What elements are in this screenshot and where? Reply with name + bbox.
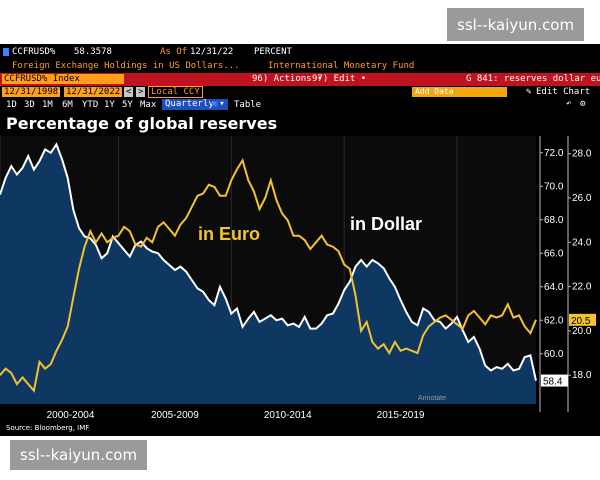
range-controls-row: 12/31/1998 - 12/31/2022 < > Local CCY Ad… <box>0 86 600 99</box>
right-axis-tick-label: 26.0 <box>572 193 592 204</box>
right-axis-tick-label: 18.0 <box>572 370 592 381</box>
as-of-date: 12/31/22 <box>190 47 234 57</box>
as-of-label: As Of <box>160 47 188 57</box>
dollar-line <box>0 142 537 381</box>
annotate-hint: Annotate <box>418 395 446 402</box>
period-1m[interactable]: 1M <box>42 100 53 110</box>
chart-type-icon[interactable]: ▣ <box>212 99 218 109</box>
frequency-select[interactable]: Quarterly ▾ <box>162 99 228 110</box>
chevron-left-icon[interactable]: < <box>124 87 134 97</box>
x-tick-label: 2000-2004 <box>47 410 95 421</box>
frequency-label: Quarterly <box>165 99 214 109</box>
actions-menu[interactable]: 96) Actions • <box>252 74 323 84</box>
period-5y[interactable]: 5Y <box>122 100 133 110</box>
period-1y[interactable]: 1Y <box>104 100 115 110</box>
unit-label: PERCENT <box>254 47 292 57</box>
dollar-last-value: 58.4 <box>543 377 563 388</box>
add-data-input[interactable]: Add Data <box>412 87 507 97</box>
left-axis-tick-label: 68.0 <box>544 215 564 226</box>
settings-icon[interactable]: ⚙ <box>580 99 586 109</box>
x-tick-label: 2015-2019 <box>377 410 425 421</box>
watermark-top: ssl--kaiyun.com <box>447 8 585 41</box>
chart-source: Source: Bloomberg, IMF <box>6 424 90 432</box>
dollar-area <box>0 144 536 404</box>
header-row: CCFRUSD% 58.3578 As Of 12/31/22 PERCENT <box>0 44 600 60</box>
x-tick-label: 2010-2014 <box>264 410 312 421</box>
chart: 72.0 70.0 68.0 66.0 64.0 62.0 60.0 28.0 26.0 24.0… <box>0 136 596 421</box>
undo-icon[interactable]: ↶ <box>566 99 572 109</box>
watermark-bottom: ssl--kaiyun.com <box>10 440 148 470</box>
currency-select[interactable]: Local CCY <box>148 86 203 98</box>
right-axis-tick-label: 22.0 <box>572 282 592 293</box>
period-max[interactable]: Max <box>140 100 157 110</box>
ticker-color-swatch <box>3 48 9 56</box>
bloomberg-terminal-window: CCFRUSD% 58.3578 As Of 12/31/22 PERCENT … <box>0 44 600 436</box>
security-bar: CCFRUSD% Index 96) Actions • 97) Edit • … <box>0 73 600 86</box>
left-axis-tick-label: 70.0 <box>544 181 564 192</box>
period-row: 1D 3D 1M 6M YTD 1Y 5Y Max Quarterly ▾ ▣ … <box>0 99 600 111</box>
left-axis-tick-label: 66.0 <box>544 248 564 259</box>
right-axis-tick-label: 20.0 <box>572 326 592 337</box>
left-axis-tick-label: 60.0 <box>544 349 564 360</box>
right-axis-tick-label: 24.0 <box>572 237 592 248</box>
chevron-right-icon[interactable]: > <box>136 87 146 97</box>
end-date-input[interactable]: 12/31/2022 <box>64 87 123 97</box>
ticker-value: 58.3578 <box>74 47 112 57</box>
pencil-icon[interactable]: ✎ <box>526 87 532 97</box>
period-3d[interactable]: 3D <box>24 100 35 110</box>
chart-title: Percentage of global reserves <box>6 114 278 133</box>
euro-last-value: 20.5 <box>571 316 591 327</box>
dollar-last-value-badge <box>541 374 568 387</box>
period-ytd[interactable]: YTD <box>82 100 99 110</box>
edit-chart-button[interactable]: Edit Chart <box>536 87 591 97</box>
left-axis-tick-label: 72.0 <box>544 148 564 159</box>
euro-last-value-badge <box>569 313 596 326</box>
period-6m[interactable]: 6M <box>62 100 73 110</box>
start-date-input[interactable]: 12/31/1998 <box>2 87 61 97</box>
edit-menu[interactable]: 97) Edit • <box>312 74 367 84</box>
dollar-series-label: in Dollar <box>350 214 422 234</box>
description-row: Foreign Exchange Holdings in US Dollars.… <box>0 60 600 73</box>
security-input[interactable]: CCFRUSD% Index <box>2 74 124 84</box>
date-separator: - <box>56 87 62 97</box>
period-1d[interactable]: 1D <box>6 100 17 110</box>
data-source: International Monetary Fund <box>268 61 415 71</box>
left-axis-tick-label: 62.0 <box>544 315 564 326</box>
right-axis-tick-label: 28.0 <box>572 149 592 160</box>
x-tick-label: 2005-2009 <box>151 410 199 421</box>
euro-line <box>0 157 537 393</box>
euro-series-label: in Euro <box>198 224 260 244</box>
security-description: Foreign Exchange Holdings in US Dollars.… <box>12 61 240 71</box>
table-button[interactable]: Table <box>234 100 262 110</box>
ticker-label[interactable]: CCFRUSD% <box>12 47 56 57</box>
left-axis-tick-label: 64.0 <box>544 282 564 293</box>
graph-name[interactable]: G 841: reserves dollar euro <box>466 74 600 84</box>
